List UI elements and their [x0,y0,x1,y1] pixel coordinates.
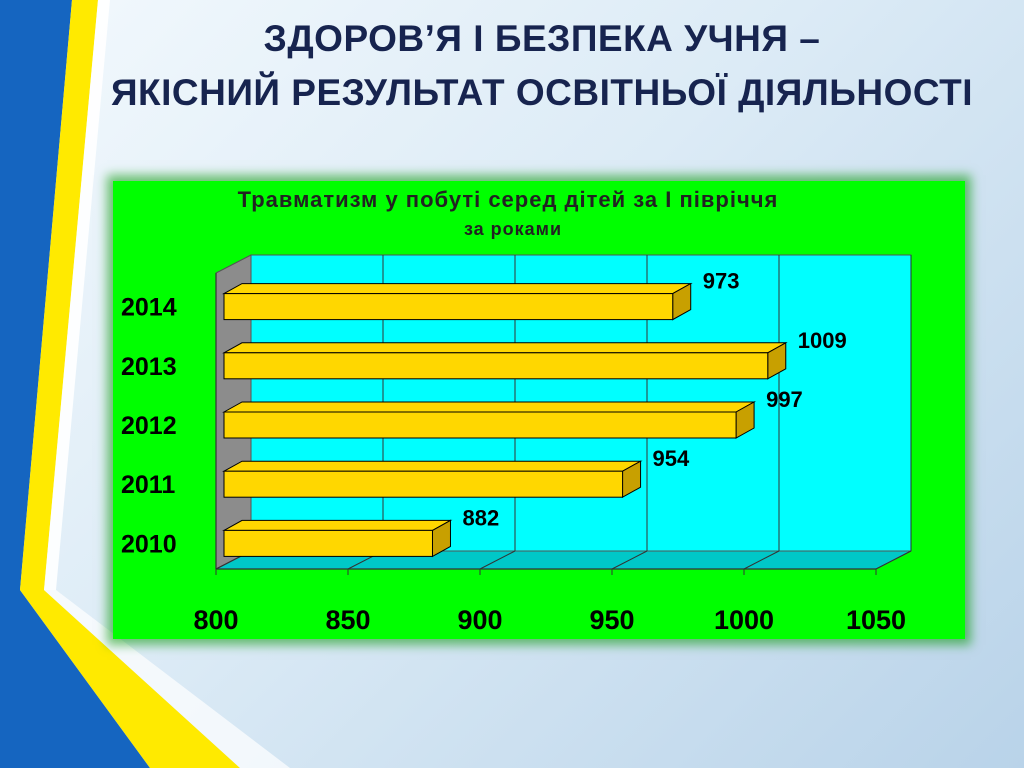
data-label-2013: 1009 [798,328,847,353]
bar-2010 [223,529,433,557]
floor-gridline-950 [611,550,648,570]
data-label-2010: 882 [462,505,499,530]
y-tick-label-2014: 2014 [121,294,177,322]
bottom-blue-stripe [0,590,150,768]
x-tick-label-950: 950 [589,605,634,635]
bar-top-2010 [222,519,453,531]
bottom-yellow-stripe [20,590,240,768]
y-tick-label-2012: 2012 [121,412,177,440]
floor-gridline-1050 [875,550,912,570]
y-tick-label-2013: 2013 [121,353,177,381]
floor-gridline-900 [479,550,516,570]
bar-2013 [223,352,769,380]
chart-subtitle: за роками [464,219,562,239]
left-white-stripe [44,0,110,590]
bar-top-2013 [222,342,788,354]
bar-2012 [223,411,737,439]
data-label-2012: 997 [766,387,803,412]
bottom-light-stripe [44,590,290,768]
left-yellow-stripe [20,0,98,590]
bar-2014 [223,293,674,321]
x-tick-label-800: 800 [193,605,238,635]
bar-top-2012 [222,401,757,413]
chart-title: Травматизм у побуті серед дітей за І пів… [238,187,779,212]
floor-gridline-1000 [743,550,780,570]
slide-title-line-2: ЯКІСНИЙ РЕЗУЛЬТАТ ОСВІТНЬОЇ ДІЯЛЬНОСТІ [110,72,974,113]
data-label-2014: 973 [703,269,740,294]
data-label-2011: 954 [653,446,690,471]
x-tick-label-1000: 1000 [714,605,774,635]
x-tick-label-1050: 1050 [846,605,906,635]
slide-title-line-1: ЗДОРОВ’Я І БЕЗПЕКА УЧНЯ – [263,18,821,59]
bar-top-2014 [222,283,693,295]
chart-frame: 2014 973 2013 1009 2012 997 2011 954 2010 882 800 8… [113,181,965,639]
left-blue-stripe [0,0,72,590]
x-tick-label-900: 900 [457,605,502,635]
bar-top-2011 [222,460,643,472]
x-tick-label-850: 850 [325,605,370,635]
bar-2011 [223,470,624,498]
bar-chart: 2014 973 2013 1009 2012 997 2011 954 2010 882 800 8… [113,181,965,639]
y-tick-label-2011: 2011 [121,471,175,499]
y-tick-label-2010: 2010 [121,530,177,558]
